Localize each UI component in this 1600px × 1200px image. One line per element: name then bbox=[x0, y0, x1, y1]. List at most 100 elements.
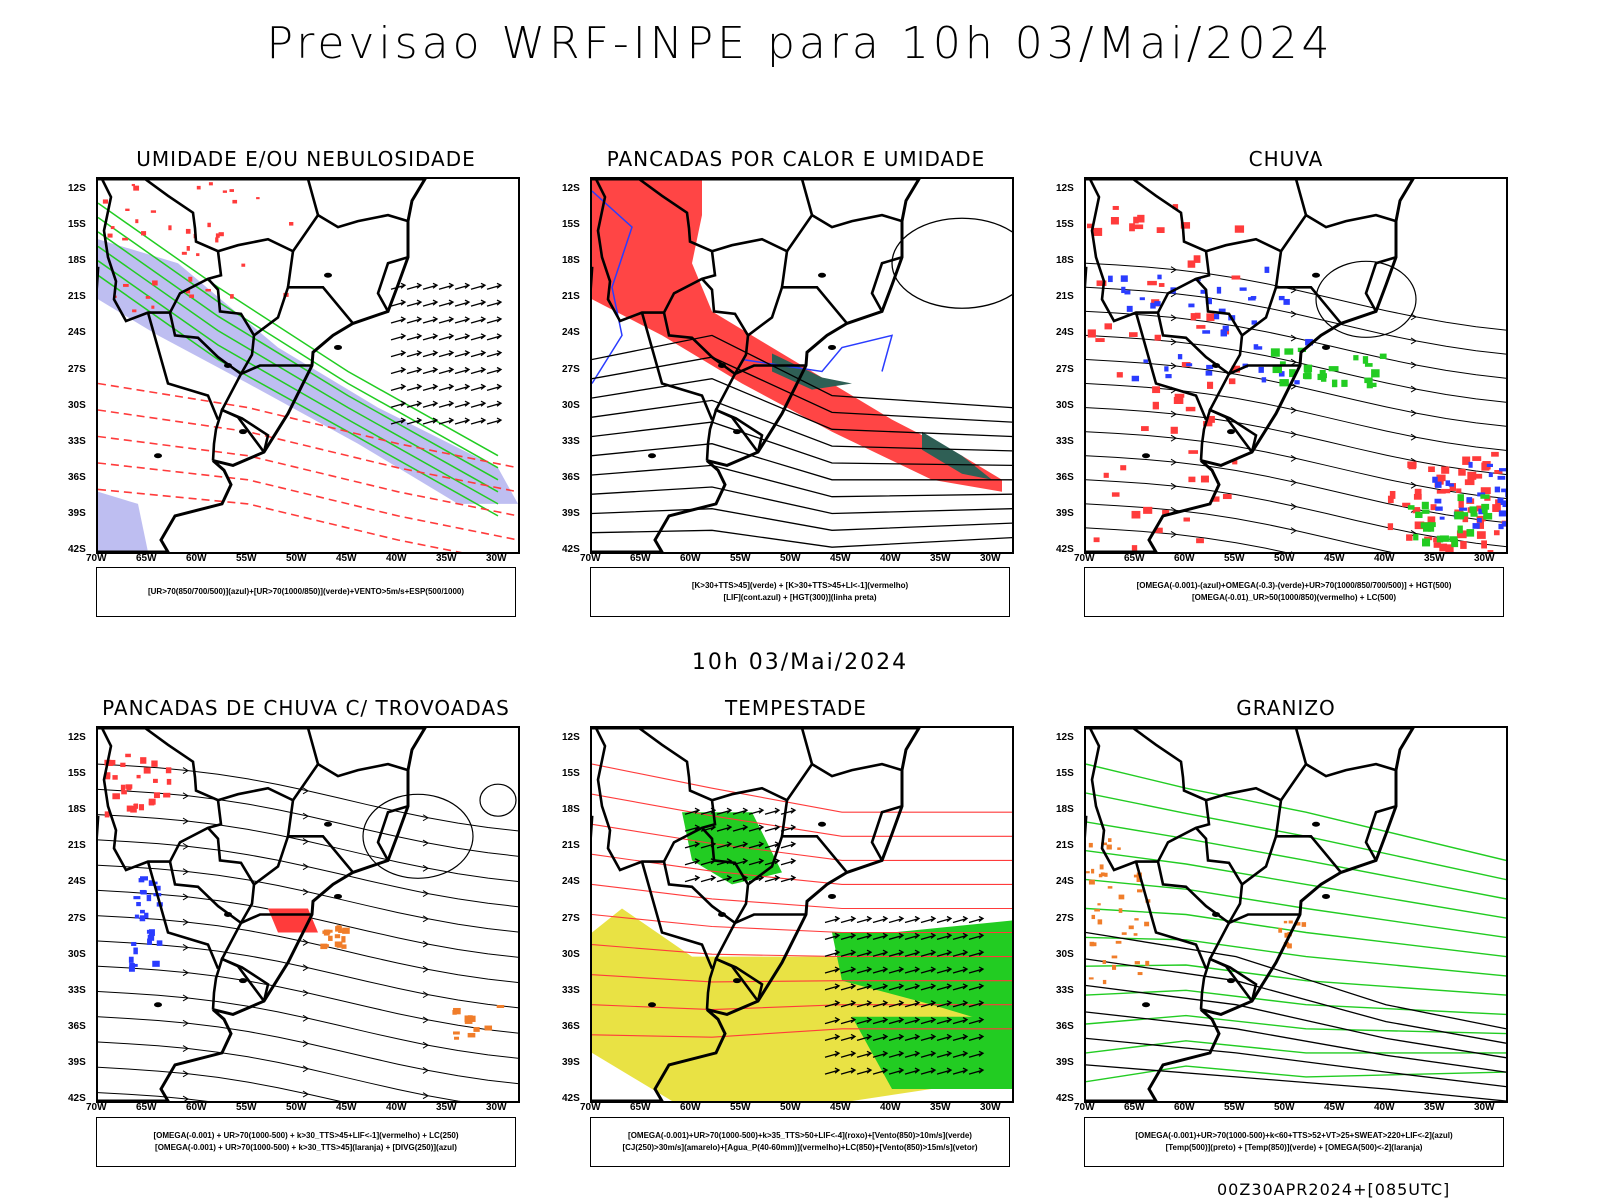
map-tempestade bbox=[590, 726, 1014, 1103]
rain-omega-area bbox=[1177, 354, 1183, 360]
streamline bbox=[1086, 286, 1506, 355]
lat-tick-label: 39S bbox=[562, 507, 580, 519]
rain-area bbox=[1456, 488, 1462, 493]
wind-vector bbox=[968, 1067, 985, 1075]
divergence-area bbox=[148, 880, 154, 886]
rain-omega-area bbox=[1502, 502, 1506, 508]
wind-vector bbox=[486, 299, 503, 307]
wind-vector bbox=[438, 333, 455, 341]
wind-vector bbox=[920, 949, 937, 957]
lat-tick-label: 18S bbox=[1056, 255, 1074, 267]
geopotential-contour bbox=[592, 508, 1012, 531]
border-line bbox=[1199, 957, 1254, 1010]
wind-vector bbox=[406, 316, 423, 324]
rain-area bbox=[1430, 504, 1437, 511]
lat-tick-label: 30S bbox=[562, 399, 580, 411]
border-line bbox=[1088, 728, 1211, 872]
lon-tick-label: 50W bbox=[1274, 553, 1295, 564]
wind-vector bbox=[684, 841, 701, 849]
lon-tick-label: 70W bbox=[86, 553, 107, 564]
omega-area bbox=[1118, 908, 1123, 913]
rain-strong-area bbox=[1364, 377, 1373, 384]
wind-vector bbox=[732, 824, 749, 832]
lon-tick-label: 30W bbox=[486, 1102, 507, 1113]
temp850-contour bbox=[1086, 1014, 1506, 1035]
panel-title-umidade: UMIDADE E/OU NEBULOSIDADE bbox=[136, 147, 476, 171]
border-line bbox=[870, 255, 903, 313]
rain-omega-area bbox=[1278, 295, 1285, 301]
rain-area bbox=[1493, 530, 1500, 536]
lon-tick-label: 55W bbox=[1224, 1102, 1245, 1113]
wind-vector bbox=[406, 400, 423, 408]
stream-arrow bbox=[1170, 410, 1177, 418]
border-line bbox=[662, 827, 750, 925]
lake bbox=[239, 978, 247, 984]
omega-area bbox=[1089, 941, 1095, 947]
rain-strong-area bbox=[1454, 511, 1465, 520]
rain-omega-area bbox=[1205, 297, 1212, 305]
lake bbox=[1322, 893, 1330, 899]
rain-omega-area bbox=[1283, 298, 1290, 305]
thunder-area bbox=[133, 804, 138, 808]
rain-strong-area bbox=[1331, 379, 1338, 388]
rain-omega-area bbox=[1139, 297, 1145, 301]
omega-area bbox=[1088, 977, 1094, 980]
thunder-area bbox=[120, 784, 126, 791]
rain-strong-area bbox=[1341, 379, 1348, 387]
stream-arrow bbox=[1170, 434, 1177, 442]
thickness-label-spot bbox=[141, 231, 147, 236]
lat-tick-label: 36S bbox=[68, 1020, 86, 1032]
wind-vector bbox=[936, 1050, 953, 1058]
rain-area bbox=[1104, 323, 1113, 330]
wind-vector bbox=[422, 400, 439, 408]
border-line bbox=[268, 728, 320, 765]
wind-vector bbox=[780, 841, 797, 849]
stream-arrow bbox=[422, 991, 429, 999]
humidity-contour bbox=[98, 260, 499, 505]
wind-vector bbox=[856, 983, 873, 991]
stream-arrow bbox=[1170, 458, 1177, 466]
rain-omega-area bbox=[1499, 468, 1506, 472]
legend-line: [CJ(250)>30m/s](amarelo)+[Agua_P(40-60mm… bbox=[622, 1143, 978, 1152]
thickness-label-spot bbox=[207, 222, 211, 228]
stream-arrow bbox=[1290, 358, 1297, 366]
temp500-contour bbox=[1086, 1064, 1506, 1101]
rain-strong-area bbox=[1457, 494, 1464, 502]
rain-area bbox=[1096, 280, 1107, 286]
lat-tick-label: 42S bbox=[1056, 1093, 1074, 1104]
thickness-label-spot bbox=[133, 185, 140, 191]
thickness-label-spot bbox=[196, 253, 200, 257]
rain-strong-area bbox=[1289, 369, 1296, 378]
lon-tick-label: 35W bbox=[930, 1102, 951, 1113]
lon-tick-label: 45W bbox=[336, 553, 357, 564]
lat-tick-label: 24S bbox=[562, 876, 580, 888]
stream-arrow bbox=[302, 989, 309, 997]
rain-area bbox=[1467, 471, 1477, 480]
streamline bbox=[98, 763, 518, 832]
rain-omega-area bbox=[1200, 289, 1208, 294]
lake bbox=[334, 893, 342, 899]
lon-tick-label: 50W bbox=[780, 553, 801, 564]
stream-arrow bbox=[302, 787, 309, 795]
lat-tick-label: 30S bbox=[1056, 399, 1074, 411]
lon-tick-label: 30W bbox=[980, 1102, 1001, 1113]
rain-omega-area bbox=[1205, 370, 1213, 376]
divergence-area bbox=[140, 909, 145, 914]
lake bbox=[224, 912, 232, 917]
lake bbox=[1212, 363, 1220, 368]
lat-tick-label: 18S bbox=[68, 255, 86, 267]
thunder-area bbox=[140, 757, 147, 764]
stream-arrow bbox=[182, 767, 189, 775]
lat-tick-label: 21S bbox=[1056, 291, 1074, 303]
rain-area bbox=[1131, 545, 1138, 552]
border-line bbox=[1279, 213, 1397, 252]
wind-vector bbox=[968, 949, 985, 957]
wind-vector bbox=[872, 1067, 889, 1075]
wind-vector bbox=[422, 366, 439, 375]
map-pancadas-calor bbox=[590, 177, 1014, 554]
temp850-contour bbox=[1086, 878, 1506, 939]
divergence-area bbox=[134, 914, 139, 919]
rain-area bbox=[1231, 275, 1241, 280]
legend-pancadas-calor: [K>30+TTS>45](verde) + [K>30+TTS>45+LI<-… bbox=[590, 567, 1010, 617]
rain-area bbox=[1231, 365, 1241, 373]
